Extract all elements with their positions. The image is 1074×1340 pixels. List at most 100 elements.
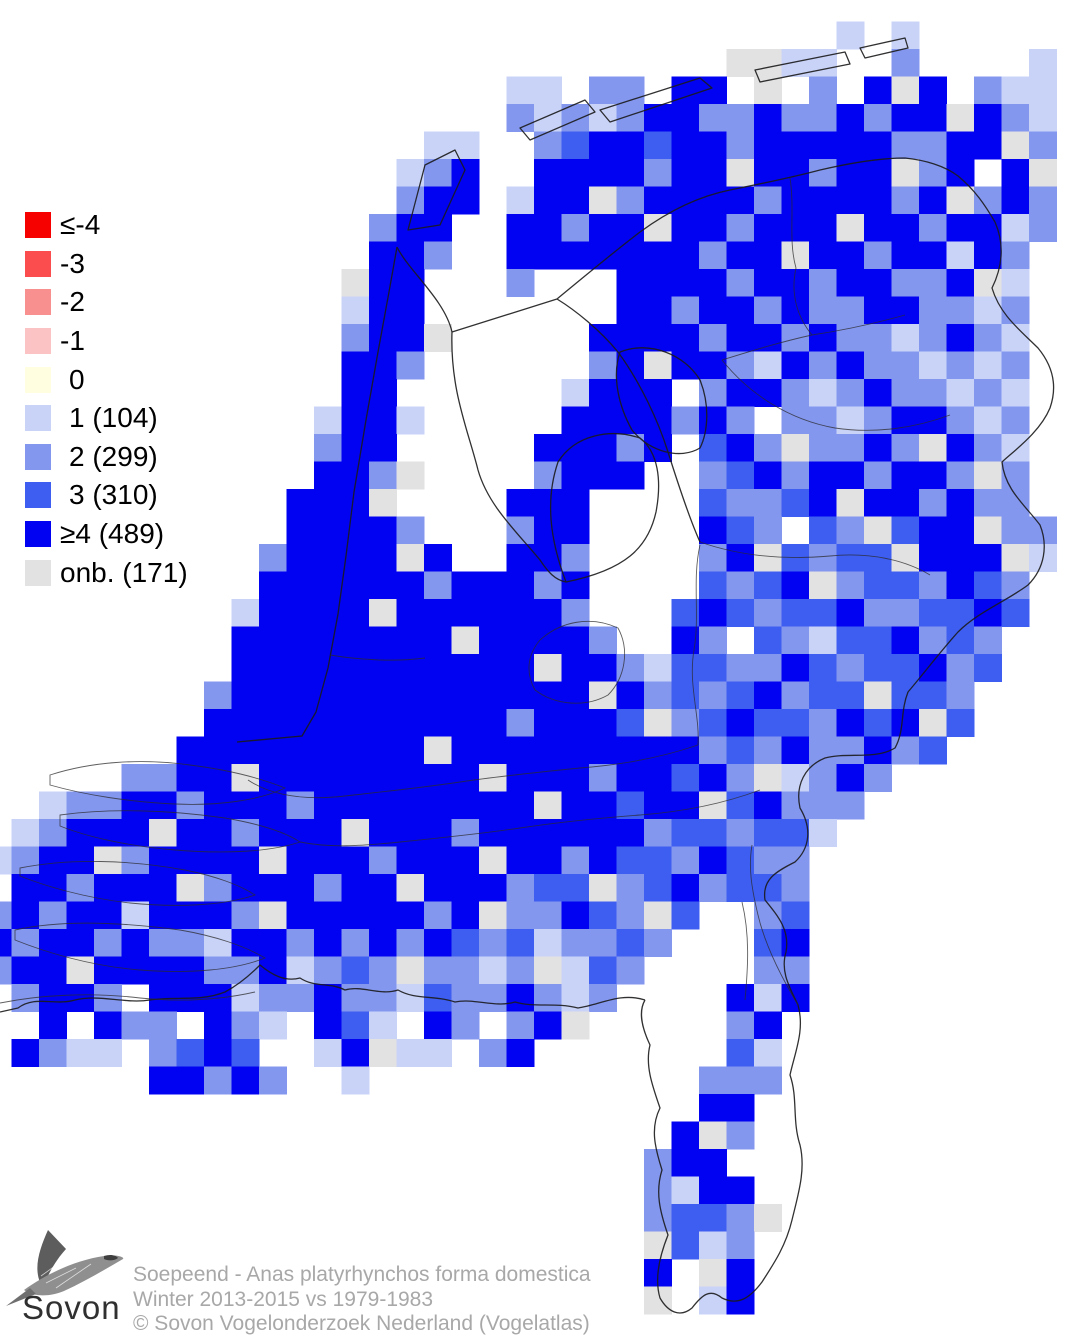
grid-cell (39, 819, 67, 847)
grid-cell (286, 764, 315, 792)
grid-cell (836, 461, 865, 490)
grid-cell (479, 984, 507, 1012)
grid-cell (1001, 186, 1030, 215)
grid-cell (864, 186, 892, 215)
grid-cell (396, 296, 425, 325)
grid-cell (671, 214, 700, 242)
grid-cell (314, 544, 342, 572)
river-ijssel (691, 544, 701, 746)
grid-cell (919, 241, 947, 270)
grid-cell (891, 76, 920, 105)
caption-period: Winter 2013-2015 vs 1979-1983 (133, 1287, 434, 1311)
grid-cell (506, 241, 535, 270)
grid-cell (836, 214, 865, 242)
grid-cell (919, 571, 947, 600)
grid-cell (396, 406, 425, 435)
grid-cell (726, 461, 755, 490)
grid-cell (506, 846, 535, 875)
sovon-logo (6, 1228, 136, 1313)
grid-cell (561, 901, 590, 930)
grid-cell (616, 159, 645, 187)
grid-cell (1001, 489, 1030, 517)
grid-cell (781, 709, 810, 737)
grid-cell (809, 736, 837, 765)
grid-cell (149, 901, 177, 930)
grid-cell (396, 846, 425, 875)
grid-cell (699, 819, 727, 847)
grid-cell (369, 929, 397, 957)
grid-cell (891, 709, 920, 737)
grid-cell (286, 901, 315, 930)
grid-cell (534, 791, 562, 820)
grid-cell (341, 489, 370, 517)
grid-cell (836, 241, 865, 270)
grid-cell (369, 214, 397, 242)
grid-cell (534, 626, 562, 655)
grid-cell (0, 846, 12, 875)
grid-cell (974, 434, 1002, 462)
grid-cell (754, 1011, 782, 1040)
grid-cell (94, 846, 122, 875)
grid-cell (1001, 241, 1030, 270)
grid-cell (286, 709, 315, 737)
grid-cell (589, 736, 617, 765)
grid-cell (259, 901, 287, 930)
grid-cell (561, 929, 590, 957)
grid-cell (644, 186, 672, 215)
grid-cell (754, 791, 782, 820)
grid-cell (754, 379, 782, 407)
grid-cell (864, 104, 892, 132)
grid-cell (341, 709, 370, 737)
grid-cell (1001, 379, 1030, 407)
grid-cell (1001, 516, 1030, 545)
grid-cell (974, 544, 1002, 572)
grid-cell (259, 984, 287, 1012)
grid-cell (369, 956, 397, 985)
coast-west (236, 246, 398, 743)
grid-cell (864, 269, 892, 297)
legend-item: -3 (25, 245, 188, 284)
grid-cell (396, 571, 425, 600)
grid-cell (726, 599, 755, 627)
grid-cell (781, 379, 810, 407)
grid-cell (699, 241, 727, 270)
grid-cell (919, 434, 947, 462)
grid-cell (369, 516, 397, 545)
grid-cell (479, 764, 507, 792)
grid-cell (259, 1011, 287, 1040)
grid-cell (891, 434, 920, 462)
grid-cell (589, 241, 617, 270)
grid-cell (314, 681, 342, 710)
grid-cell (451, 791, 480, 820)
grid-cell (424, 324, 452, 352)
grid-cell (204, 791, 232, 820)
grid-cell (534, 489, 562, 517)
grid-cell (286, 819, 315, 847)
grid-cell (534, 764, 562, 792)
grid-cell (341, 956, 370, 985)
grid-cell (699, 599, 727, 627)
grid-cell (919, 544, 947, 572)
grid-cell (699, 269, 727, 297)
grid-cell (506, 76, 535, 105)
grid-cell (644, 791, 672, 820)
grid-cell (451, 159, 480, 187)
grid-cell (341, 819, 370, 847)
border-brabant-limburg (741, 901, 749, 1001)
grid-cell (231, 984, 260, 1012)
grid-cell (534, 874, 562, 902)
sovon-wordmark: Sovon (22, 1289, 121, 1326)
grid-cell (1029, 186, 1057, 215)
grid-cell (946, 186, 975, 215)
grid-cell (754, 681, 782, 710)
grid-cell (754, 846, 782, 875)
grid-cell (534, 516, 562, 545)
legend-label: -2 (60, 286, 85, 318)
grid-cell (369, 544, 397, 572)
grid-cell (424, 599, 452, 627)
border-overijssel-drenthe (721, 359, 951, 431)
grid-cell (286, 956, 315, 985)
grid-cell (589, 379, 617, 407)
grid-cell (589, 901, 617, 930)
grid-cell (699, 159, 727, 187)
